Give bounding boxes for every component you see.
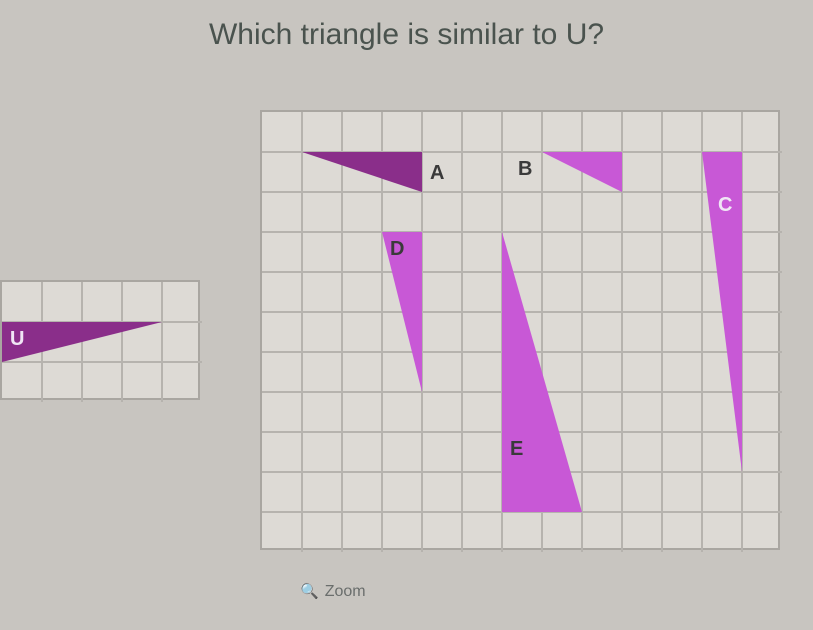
triangle-label-u: U (10, 328, 24, 351)
search-icon: 🔍 (300, 582, 319, 600)
triangle-label-d: D (390, 238, 404, 261)
question-title: Which triangle is similar to U? (0, 18, 813, 52)
triangle-label-b: B (518, 158, 532, 181)
zoom-button[interactable]: 🔍 Zoom (300, 582, 366, 601)
triangle-a[interactable] (302, 152, 422, 192)
triangle-label-a: A (430, 162, 444, 185)
zoom-label: Zoom (325, 583, 366, 600)
triangle-label-c: C (718, 194, 732, 217)
triangle-label-e: E (510, 438, 523, 461)
grid-right: A B C D E (260, 110, 780, 550)
grid-left: U (0, 280, 200, 400)
